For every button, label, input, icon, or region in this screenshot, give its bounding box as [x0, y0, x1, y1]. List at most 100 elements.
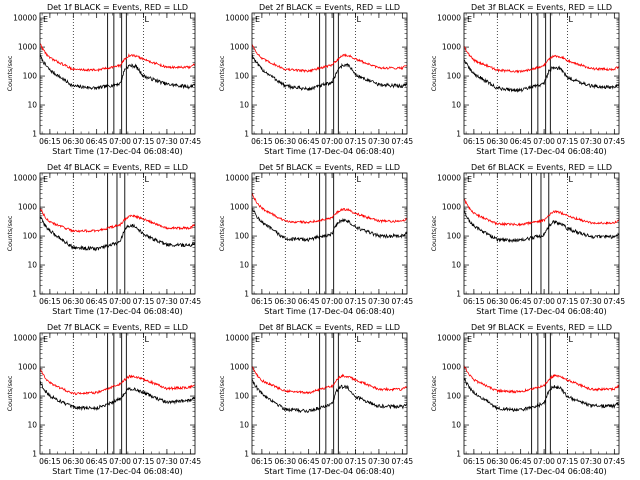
- y-tick-label: 10: [239, 261, 249, 270]
- x-tick-label: 06:30: [62, 137, 84, 146]
- x-tick-label: 06:30: [486, 457, 508, 466]
- x-axis-label: Start Time (17-Dec-04 06:08:40): [52, 307, 183, 316]
- y-tick-label: 100: [23, 232, 38, 241]
- x-axis-label: Start Time (17-Dec-04 06:08:40): [476, 307, 607, 316]
- y-tick-label: 10: [27, 421, 37, 430]
- y-tick-label: 10000: [13, 334, 37, 343]
- x-tick-label: 07:15: [557, 457, 579, 466]
- x-tick-label: 06:15: [251, 137, 273, 146]
- x-axis-label: Start Time (17-Dec-04 06:08:40): [264, 147, 395, 156]
- x-tick-label: 06:30: [486, 297, 508, 306]
- y-tick-label: 1000: [230, 363, 249, 372]
- panel-title: Det 6f BLACK = Events, RED = LLD: [471, 163, 612, 172]
- lld-series-line: [463, 365, 620, 394]
- y-axis-label: Counts/sec: [218, 375, 226, 411]
- x-tick-label: 06:30: [62, 457, 84, 466]
- y-tick-label: 100: [23, 72, 38, 81]
- flag-label-start: E: [255, 335, 260, 344]
- x-tick-label: 07:15: [133, 137, 155, 146]
- y-axis-label: Counts/sec: [430, 375, 438, 411]
- y-tick-label: 10000: [13, 14, 37, 23]
- y-axis-label: Counts/sec: [6, 215, 14, 251]
- flag-label-marker: L: [357, 15, 362, 24]
- lld-series-line: [463, 45, 620, 74]
- x-tick-label: 07:45: [392, 297, 414, 306]
- x-tick-label: 07:30: [368, 297, 390, 306]
- y-tick-label: 100: [235, 232, 250, 241]
- y-tick-label: 10: [451, 261, 461, 270]
- x-tick-label: 06:15: [463, 297, 485, 306]
- chart-panel-det-2: Det 2f BLACK = Events, RED = LLD Counts/s…: [218, 3, 413, 156]
- y-tick-label: 10: [239, 101, 249, 110]
- flag-label-marker: L: [569, 335, 574, 344]
- y-tick-label: 100: [23, 392, 38, 401]
- chart-panel-det-6: Det 6f BLACK = Events, RED = LLD Counts/s…: [430, 163, 625, 316]
- x-tick-label: 07:45: [180, 297, 202, 306]
- x-tick-label: 07:00: [109, 297, 131, 306]
- y-axis-label: Counts/sec: [430, 215, 438, 251]
- x-tick-label: 06:30: [62, 297, 84, 306]
- chart-panel-det-4: Det 4f BLACK = Events, RED = LLD Counts/s…: [6, 163, 201, 316]
- y-tick-label: 1000: [18, 43, 37, 52]
- flag-label-start: E: [43, 15, 48, 24]
- y-tick-label: 100: [447, 72, 462, 81]
- flag-label-marker: L: [145, 175, 150, 184]
- y-tick-label: 1000: [18, 203, 37, 212]
- x-tick-label: 07:15: [557, 297, 579, 306]
- y-tick-label: 1000: [230, 203, 249, 212]
- x-tick-label: 06:30: [274, 137, 296, 146]
- x-tick-label: 07:00: [533, 137, 555, 146]
- x-tick-label: 07:15: [345, 137, 367, 146]
- x-axis-label: Start Time (17-Dec-04 06:08:40): [264, 467, 395, 476]
- y-tick-label: 10: [27, 261, 37, 270]
- lld-series-line: [463, 198, 620, 227]
- x-tick-label: 07:00: [533, 297, 555, 306]
- x-tick-label: 06:45: [510, 137, 532, 146]
- x-tick-label: 07:30: [580, 137, 602, 146]
- events-series-line: [463, 210, 619, 243]
- y-axis-label: Counts/sec: [218, 55, 226, 91]
- x-tick-label: 07:45: [392, 137, 414, 146]
- y-tick-label: 1: [32, 290, 37, 299]
- y-tick-label: 1: [32, 130, 37, 139]
- plot-frame: [39, 12, 196, 135]
- lld-series-line: [39, 368, 196, 396]
- chart-panel-det-9: Det 9f BLACK = Events, RED = LLD Counts/s…: [430, 323, 625, 476]
- x-tick-label: 06:30: [274, 297, 296, 306]
- y-tick-label: 100: [235, 72, 250, 81]
- y-tick-label: 1: [244, 130, 249, 139]
- y-tick-label: 10000: [437, 174, 461, 183]
- events-series-line: [39, 216, 196, 252]
- flag-label-marker: L: [569, 15, 574, 24]
- events-series-line: [463, 59, 620, 93]
- x-tick-label: 07:30: [580, 297, 602, 306]
- x-tick-label: 06:30: [274, 457, 296, 466]
- flag-label-marker: L: [145, 335, 150, 344]
- chart-panel-det-5: Det 5f BLACK = Events, RED = LLD Counts/s…: [218, 163, 413, 316]
- x-tick-label: 06:15: [39, 457, 61, 466]
- y-tick-label: 1000: [442, 43, 461, 52]
- x-tick-label: 06:45: [510, 457, 532, 466]
- plot-frame: [463, 332, 620, 455]
- x-tick-label: 06:30: [486, 137, 508, 146]
- flag-label-marker: L: [357, 335, 362, 344]
- y-tick-label: 1: [244, 450, 249, 459]
- x-tick-label: 07:15: [133, 297, 155, 306]
- events-series-line: [463, 377, 620, 412]
- y-tick-label: 10000: [225, 14, 249, 23]
- y-tick-label: 1: [456, 130, 461, 139]
- x-tick-label: 07:00: [321, 137, 343, 146]
- x-tick-label: 06:15: [39, 137, 61, 146]
- chart-panel-det-3: Det 3f BLACK = Events, RED = LLD Counts/s…: [430, 3, 625, 156]
- lld-series-line: [251, 193, 408, 225]
- flag-label-start: E: [255, 15, 260, 24]
- lld-series-line: [251, 365, 408, 395]
- x-tick-label: 06:15: [463, 137, 485, 146]
- flag-label-start: E: [467, 175, 472, 184]
- x-tick-label: 06:45: [86, 457, 108, 466]
- x-axis-label: Start Time (17-Dec-04 06:08:40): [476, 467, 607, 476]
- panel-title: Det 3f BLACK = Events, RED = LLD: [471, 3, 612, 12]
- y-tick-label: 1: [456, 290, 461, 299]
- x-tick-label: 07:30: [156, 137, 178, 146]
